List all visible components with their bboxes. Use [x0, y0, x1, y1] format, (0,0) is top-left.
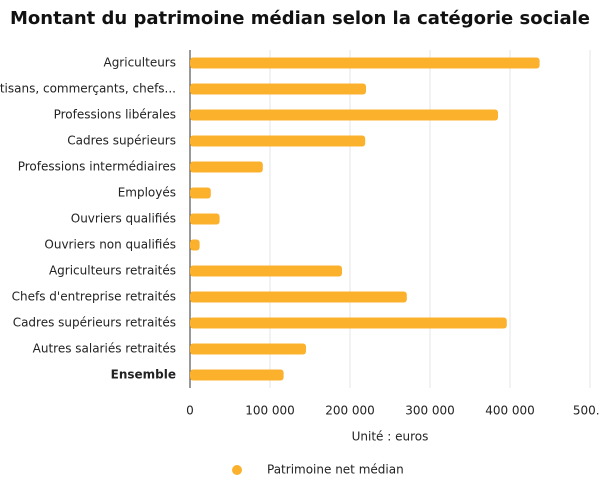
bar: [190, 317, 507, 329]
y-tick-label: Artisans, commerçants, chefs...: [0, 82, 176, 96]
bar: [190, 369, 284, 381]
x-tick-label: 400 000: [485, 404, 535, 418]
bar: [190, 109, 498, 121]
bar: [190, 291, 407, 303]
y-tick-label: Chefs d'entreprise retraités: [12, 290, 176, 304]
bar: [190, 239, 200, 251]
y-tick-label: Professions libérales: [54, 108, 176, 122]
bar: [190, 213, 220, 225]
bar: [190, 135, 366, 147]
bar: [190, 187, 211, 199]
bar: [190, 161, 263, 173]
bar: [190, 57, 540, 69]
y-tick-label: Ouvriers non qualifiés: [44, 238, 176, 252]
y-tick-label: Cadres supérieurs: [67, 134, 176, 148]
y-tick-label: Ensemble: [111, 368, 176, 382]
y-tick-label: Professions intermédiaires: [18, 160, 176, 174]
x-axis-label: Unité : euros: [352, 430, 429, 444]
y-tick-label: Agriculteurs retraités: [49, 264, 176, 278]
x-tick-label: 200 000: [325, 404, 375, 418]
legend-label: Patrimoine net médian: [267, 463, 404, 477]
y-tick-label: Cadres supérieurs retraités: [13, 316, 176, 330]
bar: [190, 265, 342, 277]
x-tick-label: 0: [186, 404, 194, 418]
bar: [190, 343, 306, 355]
y-tick-label: Agriculteurs: [103, 56, 176, 70]
bar: [190, 83, 366, 95]
x-tick-label: 300 000: [405, 404, 455, 418]
x-tick-label: 500...: [573, 404, 600, 418]
chart-title: Montant du patrimoine médian selon la ca…: [10, 8, 590, 29]
y-tick-label: Ouvriers qualifiés: [71, 212, 176, 226]
x-tick-label: 100 000: [245, 404, 295, 418]
legend-marker: [232, 465, 242, 475]
y-tick-label: Employés: [118, 186, 176, 200]
y-tick-label: Autres salariés retraités: [33, 342, 176, 356]
